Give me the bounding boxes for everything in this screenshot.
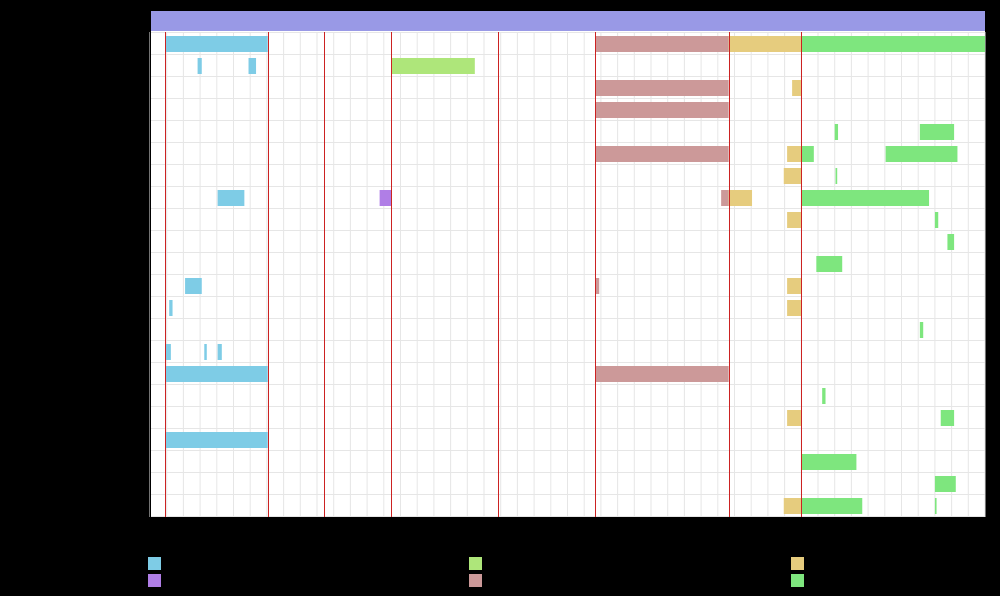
task-bar [801,498,863,514]
legend [148,557,1000,591]
grid [149,32,986,517]
legend-item [791,574,1000,588]
legend-swatch [791,557,804,570]
task-bar [204,344,207,360]
task-bar [595,102,729,118]
task-bar [185,278,202,294]
task-bar [885,146,958,162]
task-bar [391,58,475,74]
task-bar [728,36,802,52]
summary-bar [150,11,985,31]
task-bar [379,190,392,206]
task-bar [834,124,839,140]
task-bar [217,190,245,206]
task-bar [728,190,753,206]
header-layer [150,11,985,31]
legend-item [791,557,1000,571]
legend-swatch [469,557,482,570]
task-bar [934,498,937,514]
task-bar [595,366,729,382]
task-bar [940,410,955,426]
task-bar [197,58,202,74]
task-bar [934,476,956,492]
task-bar [919,124,955,140]
task-bar [595,36,729,52]
legend-swatch [469,574,482,587]
task-bar [721,190,729,206]
task-bar [595,146,729,162]
task-bar [787,146,802,162]
legend-item [148,574,448,588]
task-bar [595,278,600,294]
task-bar [248,58,257,74]
task-bar [787,212,802,228]
legend-item [469,574,769,588]
task-bar [783,498,802,514]
task-bar [934,212,939,228]
task-bar [165,36,268,52]
task-bar [165,432,268,448]
legend-item [469,557,769,571]
task-bar [787,300,802,316]
legend-swatch [148,557,161,570]
task-bar [835,168,838,184]
legend-swatch [791,574,804,587]
task-bar [816,256,843,272]
task-bar [801,36,985,52]
task-bar [165,344,171,360]
task-bar [217,344,222,360]
task-bar [787,278,802,294]
task-bar [919,322,924,338]
axes [150,11,986,521]
task-bar [783,168,802,184]
legend-swatch [148,574,161,587]
task-bar [822,388,826,404]
milestones [165,32,802,517]
legend-item [148,557,448,571]
task-bar [947,234,955,250]
task-bar [801,190,930,206]
task-bar [801,454,857,470]
task-bar [787,410,802,426]
task-bar [165,366,268,382]
task-bar [595,80,729,96]
task-bar [801,146,814,162]
task-bar [169,300,173,316]
bars [165,36,985,514]
task-bar [792,80,802,96]
